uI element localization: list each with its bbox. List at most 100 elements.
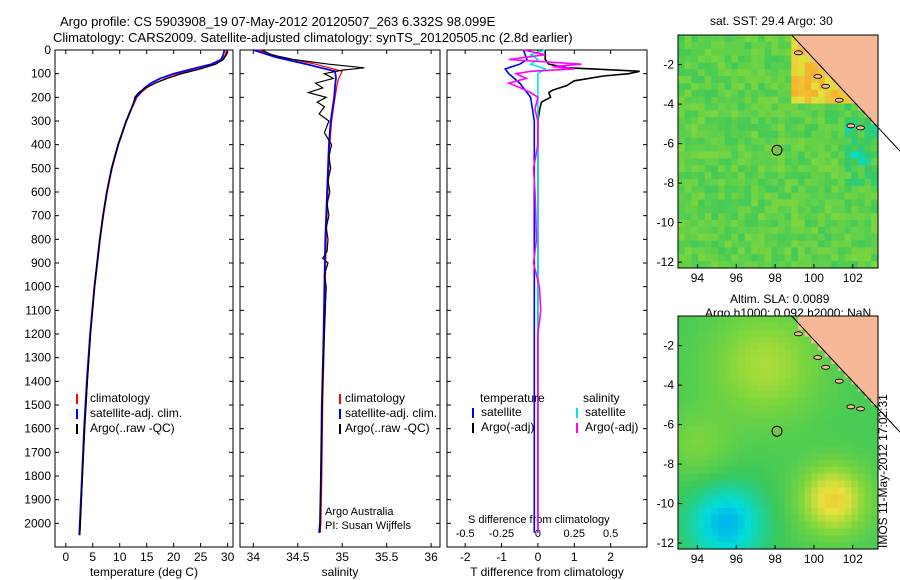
map-cell [811,41,819,50]
map-cell [858,501,866,509]
map-cell [771,48,779,57]
map-cell [711,466,719,475]
map-cell [778,350,786,358]
map-cell [838,391,846,399]
map-cell [684,247,692,255]
map-cell [678,48,686,57]
map-cell [704,370,712,379]
depth-tick-label: 1800 [24,469,51,483]
map-cell [864,233,872,242]
map-cell [851,439,859,447]
map-cell [684,192,692,201]
map-cell [718,261,726,269]
map-cell [871,83,879,91]
map-cell [678,144,686,153]
map-cell [791,391,799,399]
map-cell [851,254,859,262]
map-cell [871,261,879,269]
map-cell [864,158,872,166]
map-cell [771,247,779,255]
map-cell [724,247,732,255]
map-cell [704,83,712,91]
map-cell [758,459,766,468]
map-cell [824,247,832,255]
map-cell [691,185,699,194]
map-cell [831,103,839,111]
map-cell [764,48,772,57]
map-cell [864,240,872,249]
map-cell [851,96,859,105]
map-cell [771,384,779,392]
map-cell [838,137,846,146]
map-cell [871,542,879,550]
map-cell [778,226,786,235]
map-cell [764,507,772,516]
map-cell [744,130,752,139]
map-cell [811,425,819,434]
map-cell [711,96,719,105]
map-cell [744,357,752,365]
map-cell [831,206,839,214]
map-cell [844,446,852,454]
map-cell [871,418,879,427]
map-cell [751,233,759,242]
map-cell [871,178,879,187]
map-cell [704,528,712,536]
map-cell [851,459,859,468]
map-cell [791,453,799,461]
map-cell [738,446,746,454]
map-cell [844,48,852,57]
map-cell [738,507,746,516]
map-cell [738,240,746,249]
map-cell [691,494,699,502]
map-cell [771,535,779,543]
map-cell [791,172,799,180]
map-cell [731,370,739,379]
map-cell [711,425,719,434]
map-cell [818,220,826,228]
map-cell [831,130,839,139]
map-cell [844,261,852,269]
map-cell [831,220,839,228]
map-cell [724,158,732,166]
map-cell [831,240,839,249]
map-cell [784,357,792,365]
map-cell [704,418,712,427]
map-cell [811,501,819,509]
map-cell [864,83,872,91]
map-cell [818,124,826,132]
depth-tick-label: 1000 [24,280,51,294]
map-cell [791,425,799,434]
map-cell [871,528,879,536]
map-4-island [813,355,823,360]
map-cell [771,528,779,536]
map-cell [824,124,832,132]
map-cell [871,501,879,509]
map-cell [738,336,746,345]
map-cell [858,89,866,98]
map-cell [858,432,866,440]
map-cell [731,124,739,132]
map-cell [711,377,719,386]
map-cell [784,439,792,447]
map-cell [764,377,772,386]
map-cell [851,151,859,159]
map-cell [784,535,792,543]
map-4-island [794,331,803,337]
map-cell [731,542,739,550]
map-cell [858,151,866,159]
map-cell [798,76,806,84]
map-cell [824,185,832,194]
map-cell [804,411,812,420]
map-cell [684,254,692,262]
map-cell [678,137,686,146]
map-cell [844,364,852,372]
map-cell [724,261,732,269]
map-cell [864,192,872,201]
map-cell [751,103,759,111]
map-cell [698,165,706,173]
map-cell [698,103,706,111]
map-cell [758,55,766,64]
map-cell [744,220,752,228]
map-cell [751,55,759,64]
